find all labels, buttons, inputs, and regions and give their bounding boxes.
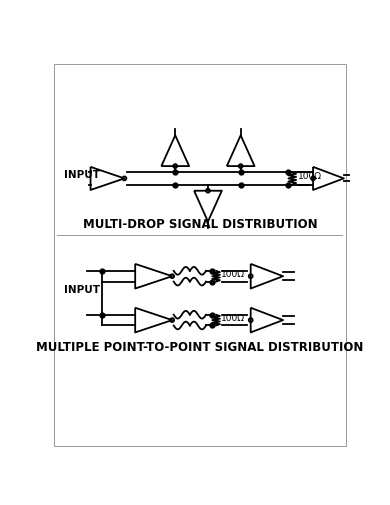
Text: INPUT: INPUT <box>64 170 99 180</box>
Text: 100Ω: 100Ω <box>222 270 245 279</box>
Text: INPUT: INPUT <box>64 285 99 295</box>
Text: MULTI-DROP SIGNAL DISTRIBUTION: MULTI-DROP SIGNAL DISTRIBUTION <box>83 218 317 231</box>
Text: 100Ω: 100Ω <box>222 314 245 323</box>
Text: 100Ω: 100Ω <box>298 172 322 181</box>
Text: MULTIPLE POINT-TO-POINT SIGNAL DISTRIBUTION: MULTIPLE POINT-TO-POINT SIGNAL DISTRIBUT… <box>36 341 363 355</box>
